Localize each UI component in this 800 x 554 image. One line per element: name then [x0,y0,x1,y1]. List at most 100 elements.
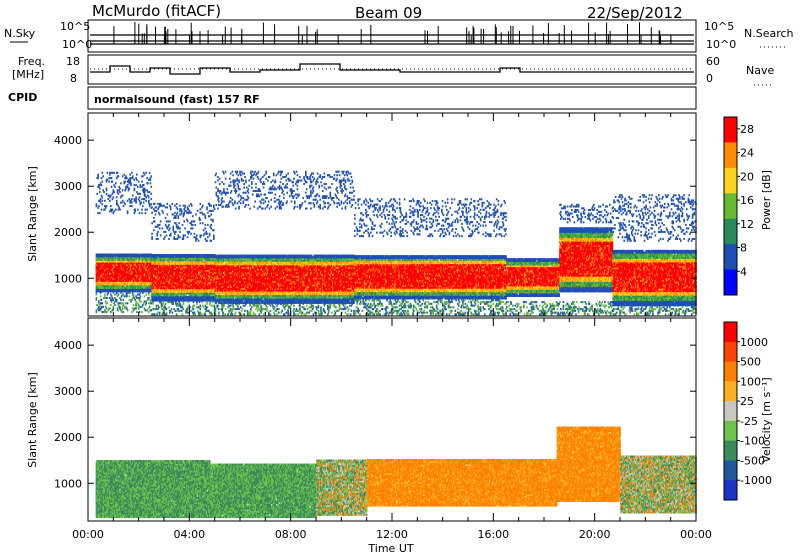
data-cell [118,294,120,296]
data-cell [96,309,98,311]
nave-tick-bottom: 0 [706,72,713,85]
data-cell [108,181,110,183]
data-cell [97,177,99,179]
freq-tick-bottom: 8 [70,72,77,85]
data-cell [107,297,109,299]
data-cell [108,271,110,273]
freq-unit: [MHz] [12,68,44,81]
data-cell [99,212,101,214]
beam-title: Beam 09 [355,4,422,22]
freq-trace [90,64,694,74]
cpid-value: normalsound (fast) 157 RF [94,93,260,106]
data-cell [101,177,103,179]
nsky-frame [88,20,696,52]
data-cell [107,198,109,200]
nave-tick-top: 60 [706,55,720,68]
data-cell [99,184,101,186]
data-cell [112,172,114,174]
data-cell [99,188,101,190]
data-cell [117,295,119,297]
data-cell [107,179,109,181]
data-cell [104,294,106,296]
freq-tick-top: 18 [66,55,80,68]
data-cell [101,209,103,211]
data-cell [114,186,116,188]
data-cell [106,308,108,310]
data-cell [96,193,98,195]
data-cell [112,297,114,299]
nsky-tick-top: 10^5 [60,20,90,33]
data-cell [106,181,108,183]
data-cell [109,174,111,176]
data-cell [97,212,99,214]
data-cell [115,209,117,211]
data-cell [113,196,115,198]
data-cell [102,306,104,308]
data-cell [113,210,115,212]
data-cell [102,189,104,191]
data-cell [113,191,115,193]
data-cell [101,184,103,186]
data-cell [112,209,114,211]
data-cell [97,174,99,176]
data-cell [111,186,113,188]
figure: McMurdo (fitACF) Beam 09 22/Sep/2012 N.S… [0,0,800,554]
data-cell [113,306,115,308]
data-cell [107,309,109,311]
data-cell [117,308,119,310]
data-cell [98,205,100,207]
data-cell [105,301,107,303]
data-cell [98,301,100,303]
data-cell [110,311,112,313]
data-cell [117,189,119,191]
data-cell [109,200,111,202]
data-cell [102,172,104,174]
data-cell [106,205,108,207]
data-cell [116,200,118,202]
nsearch-tick-top: 10^5 [704,20,734,33]
data-cell [113,189,115,191]
data-cell [106,188,108,190]
data-cell [118,209,120,211]
data-cell [102,200,104,202]
nave-label: Nave [746,64,774,77]
data-cell [107,172,109,174]
data-cell [101,306,103,308]
data-cell [99,309,101,311]
data-cell [118,309,120,311]
data-cell [96,297,98,299]
data-cell [100,198,102,200]
data-cell [110,205,112,207]
station-title: McMurdo (fitACF) [92,2,221,20]
data-cell [112,181,114,183]
power-heatmap [96,171,697,316]
data-cell [102,302,104,304]
data-cell [102,203,104,205]
data-cell [117,172,119,174]
data-cell [118,302,120,304]
nsky-label: N.Sky [4,27,36,40]
data-cell [117,203,119,205]
data-cell [118,175,120,177]
nsearch-tick-bottom: 10^0 [706,38,736,51]
data-cell [106,311,108,313]
data-cell [102,175,104,177]
data-cell [109,308,111,310]
data-cell [113,172,115,174]
data-cell [107,302,109,304]
data-cell [96,203,98,205]
data-cell [102,311,104,313]
data-cell [113,212,115,214]
data-cell [104,200,106,202]
data-cell [113,299,115,301]
data-cell [118,193,120,195]
data-cell [110,304,112,306]
data-cell [104,209,106,211]
freq-label: Freq. [18,55,45,68]
data-cell [109,297,111,299]
data-cell [115,182,117,184]
data-cell [99,191,101,193]
power-panel: 1000200030004000 [54,113,697,316]
data-cell [102,181,104,183]
data-cell [113,309,115,311]
